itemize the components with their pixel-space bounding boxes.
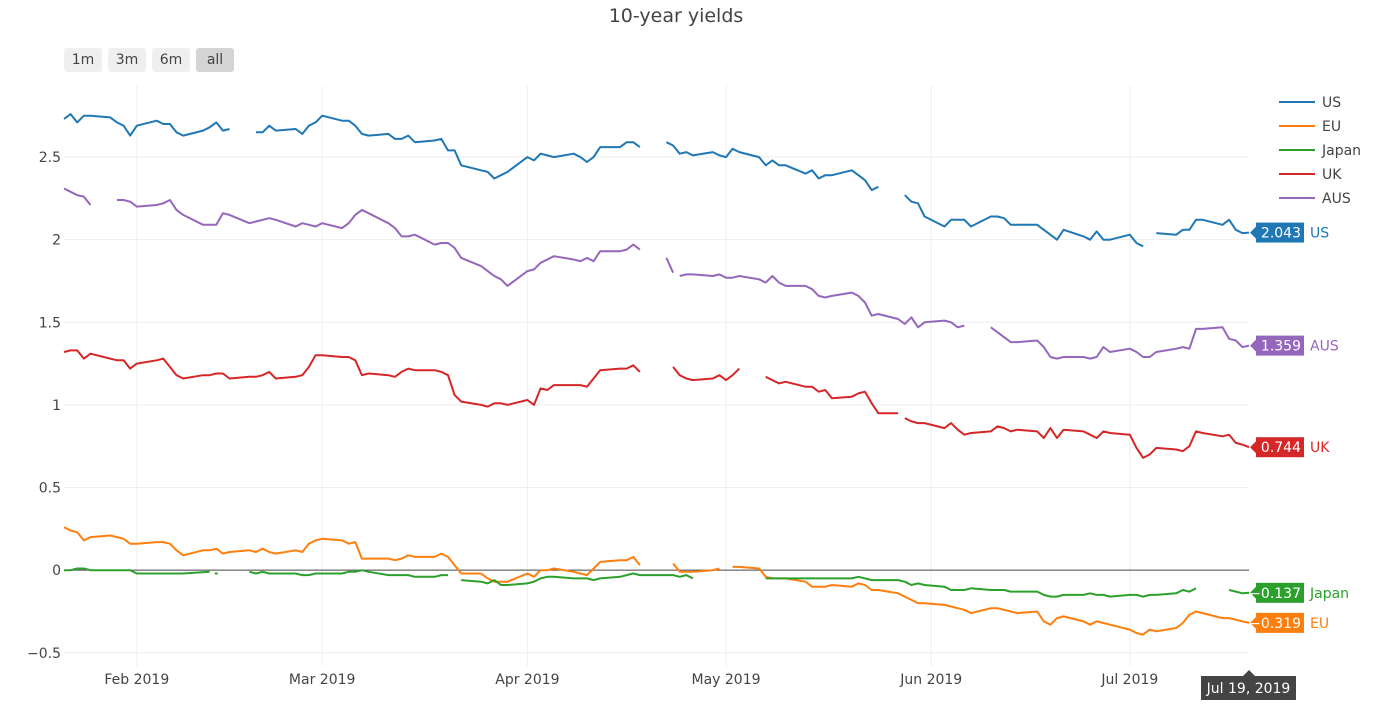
y-tick-label: 0.5 — [39, 481, 61, 497]
end-label-box-uk — [1256, 437, 1304, 458]
legend-item-eu[interactable]: EU — [1279, 119, 1341, 135]
series-line-us — [904, 194, 1144, 248]
series-line-japan — [461, 572, 694, 586]
end-label-pointer-uk — [1250, 441, 1256, 454]
series-line-us — [665, 141, 879, 192]
plot-area — [63, 113, 1250, 636]
series-line-japan — [765, 575, 1197, 598]
x-tick-label: Jul 2019 — [1100, 672, 1158, 688]
end-labels: 2.043 US −0.319 EU −0.137 Japan 0.744 UK 1.359 AU… — [1249, 222, 1349, 633]
series-line-us — [1156, 218, 1250, 236]
hover-label-box — [1201, 676, 1296, 700]
x-tick-label: Feb 2019 — [104, 672, 169, 688]
series-eu — [63, 526, 1250, 636]
x-axis: Feb 2019 Mar 2019 Apr 2019 May 2019 Jun 2019… — [104, 672, 1158, 688]
series-line-aus — [665, 257, 675, 274]
series-line-uk — [904, 417, 1250, 459]
end-label-box-japan — [1256, 582, 1304, 603]
series-line-aus — [990, 326, 1250, 360]
legend-label-us: US — [1322, 95, 1341, 111]
range-button-all[interactable]: all — [196, 48, 234, 72]
end-label-value-us: 2.043 — [1261, 226, 1301, 242]
legend-label-uk: UK — [1322, 167, 1342, 183]
end-label-pointer-aus — [1250, 339, 1256, 352]
end-label-name-eu: EU — [1310, 616, 1329, 632]
end-label-pointer-japan — [1250, 586, 1256, 599]
end-label-value-eu: −0.319 — [1249, 616, 1301, 632]
series-line-us — [63, 113, 230, 137]
legend-label-aus: AUS — [1322, 191, 1351, 207]
end-label-box-aus — [1256, 335, 1304, 356]
series-line-japan — [64, 567, 210, 575]
series-line-aus — [679, 273, 965, 329]
y-tick-label: 1.5 — [39, 315, 61, 331]
legend-item-us[interactable]: US — [1279, 95, 1341, 111]
hover-label-pointer — [1243, 670, 1255, 676]
x-tick-label: Apr 2019 — [495, 672, 559, 688]
series-us — [63, 113, 1250, 248]
series-line-eu — [732, 565, 1250, 636]
end-label-value-japan: −0.137 — [1249, 586, 1301, 602]
legend[interactable]: US EU Japan UK AUS — [1279, 95, 1361, 207]
end-label-name-japan: Japan — [1309, 586, 1349, 602]
range-button-6m[interactable]: 6m — [152, 48, 190, 72]
end-label-name-us: US — [1310, 226, 1329, 242]
y-tick-label: 0 — [52, 563, 61, 579]
x-tick-label: Mar 2019 — [289, 672, 356, 688]
series-line-uk — [672, 366, 741, 382]
series-line-aus — [117, 199, 641, 287]
end-label-box-us — [1256, 222, 1304, 243]
series-line-aus — [63, 187, 92, 206]
series-japan — [64, 567, 1250, 598]
x-tick-label: Jun 2019 — [899, 672, 962, 688]
end-label-pointer-us — [1250, 226, 1256, 239]
series-line-japan — [1228, 589, 1250, 595]
grid — [64, 86, 1249, 666]
legend-item-uk[interactable]: UK — [1279, 167, 1342, 183]
range-button-3m[interactable]: 3m — [108, 48, 146, 72]
series-line-uk — [765, 375, 899, 415]
y-tick-label: 2.5 — [39, 150, 61, 166]
series-aus — [63, 187, 1250, 360]
x-tick-label: May 2019 — [691, 672, 760, 688]
series-line-us — [256, 114, 641, 180]
legend-label-eu: EU — [1322, 119, 1341, 135]
legend-label-japan: Japan — [1321, 143, 1361, 159]
y-tick-label: 2 — [52, 233, 61, 249]
series-line-uk — [63, 349, 641, 408]
legend-item-aus[interactable]: AUS — [1279, 191, 1351, 207]
end-label-value-aus: 1.359 — [1261, 339, 1301, 355]
end-label-value-uk: 0.744 — [1261, 440, 1301, 456]
hover-label-text: Jul 19, 2019 — [1206, 681, 1291, 697]
end-label-box-eu — [1256, 612, 1304, 633]
series-line-eu — [672, 562, 720, 573]
y-tick-label: 1 — [52, 398, 61, 414]
range-button-1m[interactable]: 1m — [64, 48, 102, 72]
series-uk — [63, 349, 1250, 459]
series-line-eu — [63, 526, 641, 583]
chart-title: 10-year yields — [609, 5, 744, 27]
series-line-japan — [249, 569, 448, 578]
hover-date-label: Jul 19, 2019 — [1201, 670, 1296, 700]
end-label-pointer-eu — [1250, 616, 1256, 629]
end-label-name-aus: AUS — [1310, 339, 1339, 355]
y-axis: −0.5 0 0.5 1 1.5 2 2.5 — [27, 150, 61, 662]
end-label-name-uk: UK — [1310, 440, 1330, 456]
y-tick-label: −0.5 — [27, 646, 61, 662]
legend-item-japan[interactable]: Japan — [1279, 143, 1361, 159]
